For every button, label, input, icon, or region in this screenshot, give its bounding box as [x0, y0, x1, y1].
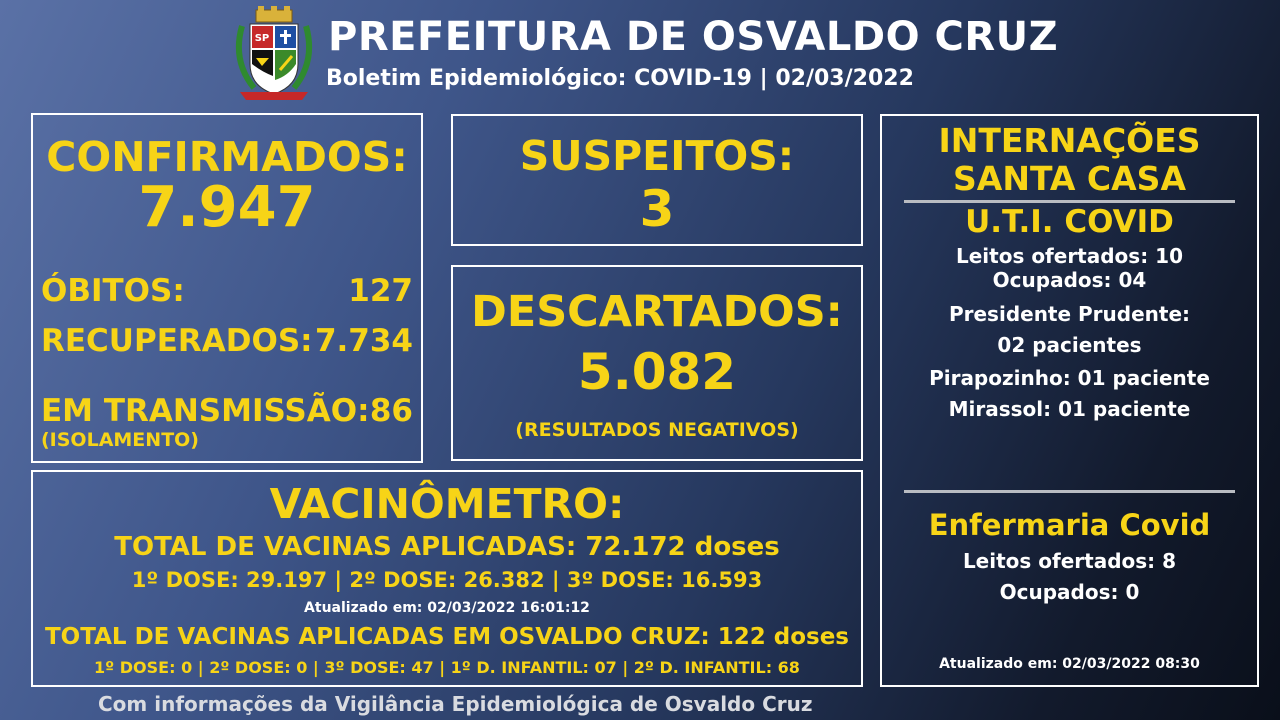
recovered-row: RECUPERADOS: 7.734 — [41, 323, 413, 359]
city-crest-icon: SP — [232, 6, 316, 106]
confirmed-panel: CONFIRMADOS: 7.947 ÓBITOS: 127 RECUPERAD… — [31, 113, 423, 463]
hospitalization-panel: INTERNAÇÕES SANTA CASA U.T.I. COVID Leit… — [880, 114, 1259, 687]
transmission-row: EM TRANSMISSÃO: 86 — [41, 393, 413, 429]
divider — [904, 200, 1235, 203]
transmission-label: EM TRANSMISSÃO: — [41, 393, 370, 429]
deaths-label: ÓBITOS: — [41, 273, 185, 309]
vaccination-local-total: TOTAL DE VACINAS APLICADAS EM OSVALDO CR… — [44, 624, 849, 650]
divider — [904, 490, 1235, 493]
vaccination-doses: 1º DOSE: 29.197 | 2º DOSE: 26.382 | 3º D… — [131, 568, 763, 592]
hospitalization-updated: Atualizado em: 02/03/2022 08:30 — [939, 656, 1200, 672]
discarded-label: DESCARTADOS: — [471, 287, 843, 337]
isolation-note: (ISOLAMENTO) — [41, 429, 199, 451]
icu-title: U.T.I. COVID — [965, 204, 1174, 240]
presidente-prudente-label: Presidente Prudente: — [948, 302, 1191, 326]
ward-beds-occupied: Ocupados: 0 — [999, 580, 1140, 604]
recovered-value: 7.734 — [314, 323, 413, 359]
hospitalization-title-line1: INTERNAÇÕES — [938, 121, 1201, 160]
page-title: PREFEITURA DE OSVALDO CRUZ — [328, 14, 1059, 60]
vaccination-local-doses: 1º DOSE: 0 | 2º DOSE: 0 | 3º DOSE: 47 | … — [94, 658, 800, 677]
confirmed-label: CONFIRMADOS: — [46, 133, 408, 181]
page-subtitle: Boletim Epidemiológico: COVID-19 | 02/03… — [326, 66, 914, 91]
vaccination-title: VACINÔMETRO: — [269, 480, 625, 528]
deaths-value: 127 — [348, 273, 413, 309]
icu-beds-offered: Leitos ofertados: 10 — [955, 244, 1183, 268]
suspected-label: SUSPEITOS: — [519, 132, 795, 180]
confirmed-value: 7.947 — [138, 175, 316, 240]
discarded-panel: DESCARTADOS: 5.082 (RESULTADOS NEGATIVOS… — [451, 265, 863, 461]
suspected-panel: SUSPEITOS: 3 — [451, 114, 863, 246]
crest-text: SP — [255, 33, 270, 44]
vaccination-updated: Atualizado em: 02/03/2022 16:01:12 — [304, 600, 590, 616]
discarded-note: (RESULTADOS NEGATIVOS) — [515, 419, 799, 441]
ward-beds-offered: Leitos ofertados: 8 — [962, 549, 1177, 573]
vaccination-total: TOTAL DE VACINAS APLICADAS: 72.172 doses — [114, 532, 780, 562]
hospitalization-title-line2: SANTA CASA — [953, 159, 1186, 198]
hospitalization-title: INTERNAÇÕES SANTA CASA — [882, 122, 1257, 198]
presidente-prudente-value: 02 pacientes — [997, 333, 1142, 357]
discarded-value: 5.082 — [577, 343, 737, 401]
deaths-row: ÓBITOS: 127 — [41, 273, 413, 309]
recovered-label: RECUPERADOS: — [41, 323, 313, 359]
transmission-value: 86 — [369, 393, 413, 429]
pirapozinho-info: Pirapozinho: 01 paciente — [929, 366, 1210, 390]
footer-source: Com informações da Vigilância Epidemioló… — [98, 692, 813, 716]
vaccination-panel: VACINÔMETRO: TOTAL DE VACINAS APLICADAS:… — [31, 470, 863, 687]
mirassol-info: Mirassol: 01 paciente — [948, 397, 1191, 421]
icu-beds-occupied: Ocupados: 04 — [992, 268, 1147, 292]
suspected-value: 3 — [639, 180, 675, 238]
ward-title: Enfermaria Covid — [928, 508, 1211, 542]
